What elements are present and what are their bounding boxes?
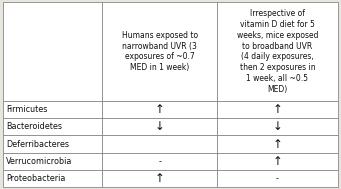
Text: Humans exposed to
narrowband UVR (3
exposures of ~0.7
MED in 1 week): Humans exposed to narrowband UVR (3 expo… [122, 31, 198, 72]
Text: Proteobacteria: Proteobacteria [6, 174, 65, 183]
Bar [102, 136, 217, 153]
Bar [3, 136, 102, 153]
Bar [102, 170, 217, 187]
Text: ↑: ↑ [155, 172, 165, 185]
Bar [102, 118, 217, 136]
Bar [217, 136, 338, 153]
Bar [217, 170, 338, 187]
Text: Deferribacteres: Deferribacteres [6, 139, 69, 149]
Bar [102, 153, 217, 170]
Bar [217, 118, 338, 136]
Text: ↑: ↑ [272, 138, 282, 151]
Bar [217, 153, 338, 170]
Bar [102, 2, 217, 101]
Bar [3, 2, 102, 101]
Bar [3, 170, 102, 187]
Bar [3, 101, 102, 118]
Text: ↓: ↓ [272, 120, 282, 133]
Text: Irrespective of
vitamin D diet for 5
weeks, mice exposed
to broadband UVR
(4 dai: Irrespective of vitamin D diet for 5 wee… [237, 9, 318, 94]
Bar [3, 118, 102, 136]
Text: ↑: ↑ [155, 103, 165, 116]
Bar [102, 101, 217, 118]
Bar [217, 2, 338, 101]
Text: -: - [158, 157, 161, 166]
Text: ↓: ↓ [155, 120, 165, 133]
Text: -: - [276, 174, 279, 183]
Bar [3, 153, 102, 170]
Bar [217, 101, 338, 118]
Text: Firmicutes: Firmicutes [6, 105, 47, 114]
Text: Bacteroidetes: Bacteroidetes [6, 122, 62, 131]
Text: ↑: ↑ [272, 155, 282, 168]
Text: Verrucomicrobia: Verrucomicrobia [6, 157, 73, 166]
Text: ↑: ↑ [272, 103, 282, 116]
